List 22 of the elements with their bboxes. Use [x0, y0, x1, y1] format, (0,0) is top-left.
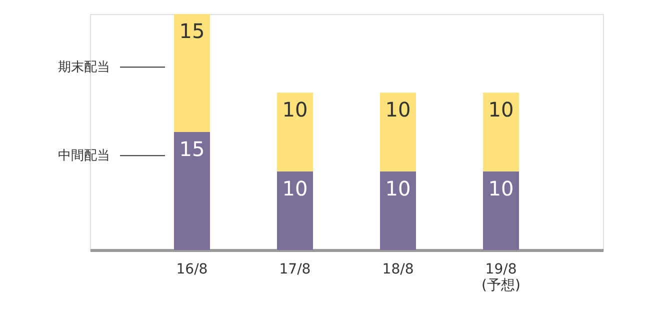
data-label: 15	[179, 19, 205, 43]
bar	[380, 171, 416, 250]
bar	[174, 132, 210, 250]
x-tick-label: 18/8	[382, 262, 414, 278]
bar	[483, 171, 520, 250]
x-tick-label: 17/8	[279, 262, 311, 278]
data-label: 15	[179, 137, 205, 161]
text: 期末配当	[58, 60, 110, 76]
data-label: 10	[488, 176, 514, 200]
bar	[483, 92, 520, 172]
bar	[276, 171, 313, 250]
data-label: 10	[385, 176, 411, 200]
data-label: 10	[282, 98, 308, 122]
x-tick-label: 19/8 (予想)	[482, 262, 520, 294]
data-label: 10	[385, 98, 411, 122]
bar	[380, 92, 416, 172]
bar	[276, 92, 313, 172]
data-label: 10	[488, 98, 514, 122]
x-tick-label: 16/8	[176, 262, 208, 278]
bar	[174, 14, 210, 132]
text: 中間配当	[58, 148, 110, 164]
data-label: 10	[282, 176, 308, 200]
